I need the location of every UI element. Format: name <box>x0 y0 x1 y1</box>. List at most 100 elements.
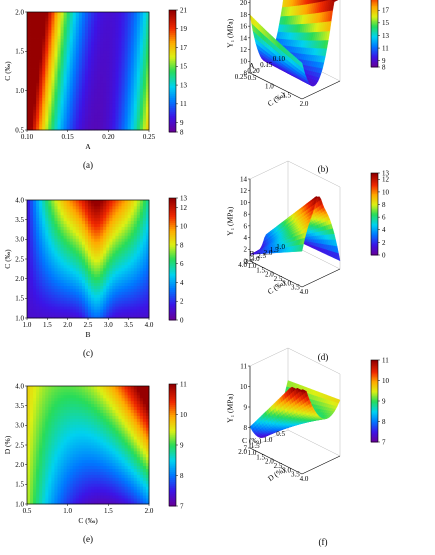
heatmap-cell <box>73 289 76 292</box>
heatmap-cell <box>67 80 70 83</box>
heatmap-cell <box>143 306 146 309</box>
heatmap-cell <box>33 65 36 68</box>
heatmap-cell <box>88 492 91 495</box>
heatmap-cell <box>45 395 48 398</box>
heatmap-cell <box>70 427 73 430</box>
heatmap-cell <box>91 256 94 259</box>
heatmap-cell <box>140 457 143 460</box>
heatmap-cell <box>76 421 79 424</box>
heatmap-cell <box>30 262 33 265</box>
heatmap-cell <box>73 80 76 83</box>
heatmap-cell <box>79 492 82 495</box>
heatmap-cell <box>91 59 94 62</box>
heatmap-cell <box>33 439 36 442</box>
heatmap-cell <box>103 39 106 42</box>
heatmap-cell <box>85 209 88 212</box>
heatmap-cell <box>67 65 70 68</box>
heatmap-cell <box>58 12 61 15</box>
heatmap-cell <box>76 439 79 442</box>
heatmap-cell <box>73 56 76 59</box>
heatmap-cell <box>36 303 39 306</box>
heatmap-cell <box>94 268 97 271</box>
heatmap-cell <box>137 253 140 256</box>
heatmap-cell <box>100 89 103 92</box>
heatmap-cell <box>115 89 118 92</box>
heatmap-cell <box>36 421 39 424</box>
heatmap-cell <box>45 294 48 297</box>
heatmap-cell <box>76 294 79 297</box>
heatmap-cell <box>79 427 82 430</box>
heatmap-cell <box>122 112 125 115</box>
heatmap-cell <box>36 203 39 206</box>
heatmap-cell <box>54 439 57 442</box>
heatmap-cell <box>128 250 131 253</box>
heatmap-cell <box>88 286 91 289</box>
heatmap-cell <box>122 389 125 392</box>
heatmap-cell <box>112 256 115 259</box>
heatmap-cell <box>103 395 106 398</box>
heatmap-cell <box>122 235 125 238</box>
heatmap-cell <box>97 389 100 392</box>
heatmap-cell <box>79 475 82 478</box>
heatmap-cell <box>70 303 73 306</box>
heatmap-cell <box>64 277 67 280</box>
heatmap-cell <box>140 427 143 430</box>
heatmap-cell <box>140 386 143 389</box>
heatmap-cell <box>115 18 118 21</box>
heatmap-cell <box>82 80 85 83</box>
heatmap-cell <box>85 238 88 241</box>
heatmap-cell <box>42 103 45 106</box>
heatmap-cell <box>122 109 125 112</box>
heatmap-cell <box>97 39 100 42</box>
heatmap-cell <box>143 300 146 303</box>
heatmap-cell <box>85 286 88 289</box>
heatmap-cell <box>140 15 143 18</box>
x-tick-label: 1.0 <box>23 321 32 329</box>
heatmap-cell <box>79 442 82 445</box>
heatmap-cell <box>128 401 131 404</box>
heatmap-cell <box>27 232 30 235</box>
heatmap-cell <box>70 200 73 203</box>
colorbar-tick-label: 12 <box>180 204 188 212</box>
heatmap-cell <box>64 495 67 498</box>
heatmap-cell <box>45 489 48 492</box>
heatmap-cell <box>109 460 112 463</box>
heatmap-cell <box>122 262 125 265</box>
heatmap-cell <box>134 286 137 289</box>
heatmap-cell <box>143 50 146 53</box>
heatmap-cell <box>112 109 115 112</box>
heatmap-cell <box>61 68 64 71</box>
heatmap-cell <box>100 95 103 98</box>
heatmap-cell <box>119 98 122 101</box>
heatmap-cell <box>91 262 94 265</box>
heatmap-cell <box>61 118 64 121</box>
heatmap-cell <box>88 209 91 212</box>
heatmap-cell <box>64 262 67 265</box>
heatmap-cell <box>64 477 67 480</box>
heatmap-cell <box>82 36 85 39</box>
heatmap-cell <box>119 445 122 448</box>
heatmap-cell <box>109 277 112 280</box>
heatmap-cell <box>128 410 131 413</box>
heatmap-cell <box>42 280 45 283</box>
heatmap-cell <box>119 475 122 478</box>
heatmap-cell <box>79 262 82 265</box>
heatmap-cell <box>27 227 30 230</box>
heatmap-cell <box>64 230 67 233</box>
heatmap-cell <box>119 407 122 410</box>
heatmap-cell <box>30 250 33 253</box>
heatmap-cell <box>143 209 146 212</box>
heatmap-cell <box>27 65 30 68</box>
heatmap-cell <box>51 413 54 416</box>
heatmap-cell <box>122 436 125 439</box>
heatmap-cell <box>128 12 131 15</box>
heatmap-cell <box>70 92 73 95</box>
heatmap-cell <box>100 200 103 203</box>
heatmap-cell <box>64 47 67 50</box>
heatmap-cell <box>134 289 137 292</box>
heatmap-cell <box>122 268 125 271</box>
heatmap-cell <box>97 112 100 115</box>
heatmap-cell <box>67 256 70 259</box>
